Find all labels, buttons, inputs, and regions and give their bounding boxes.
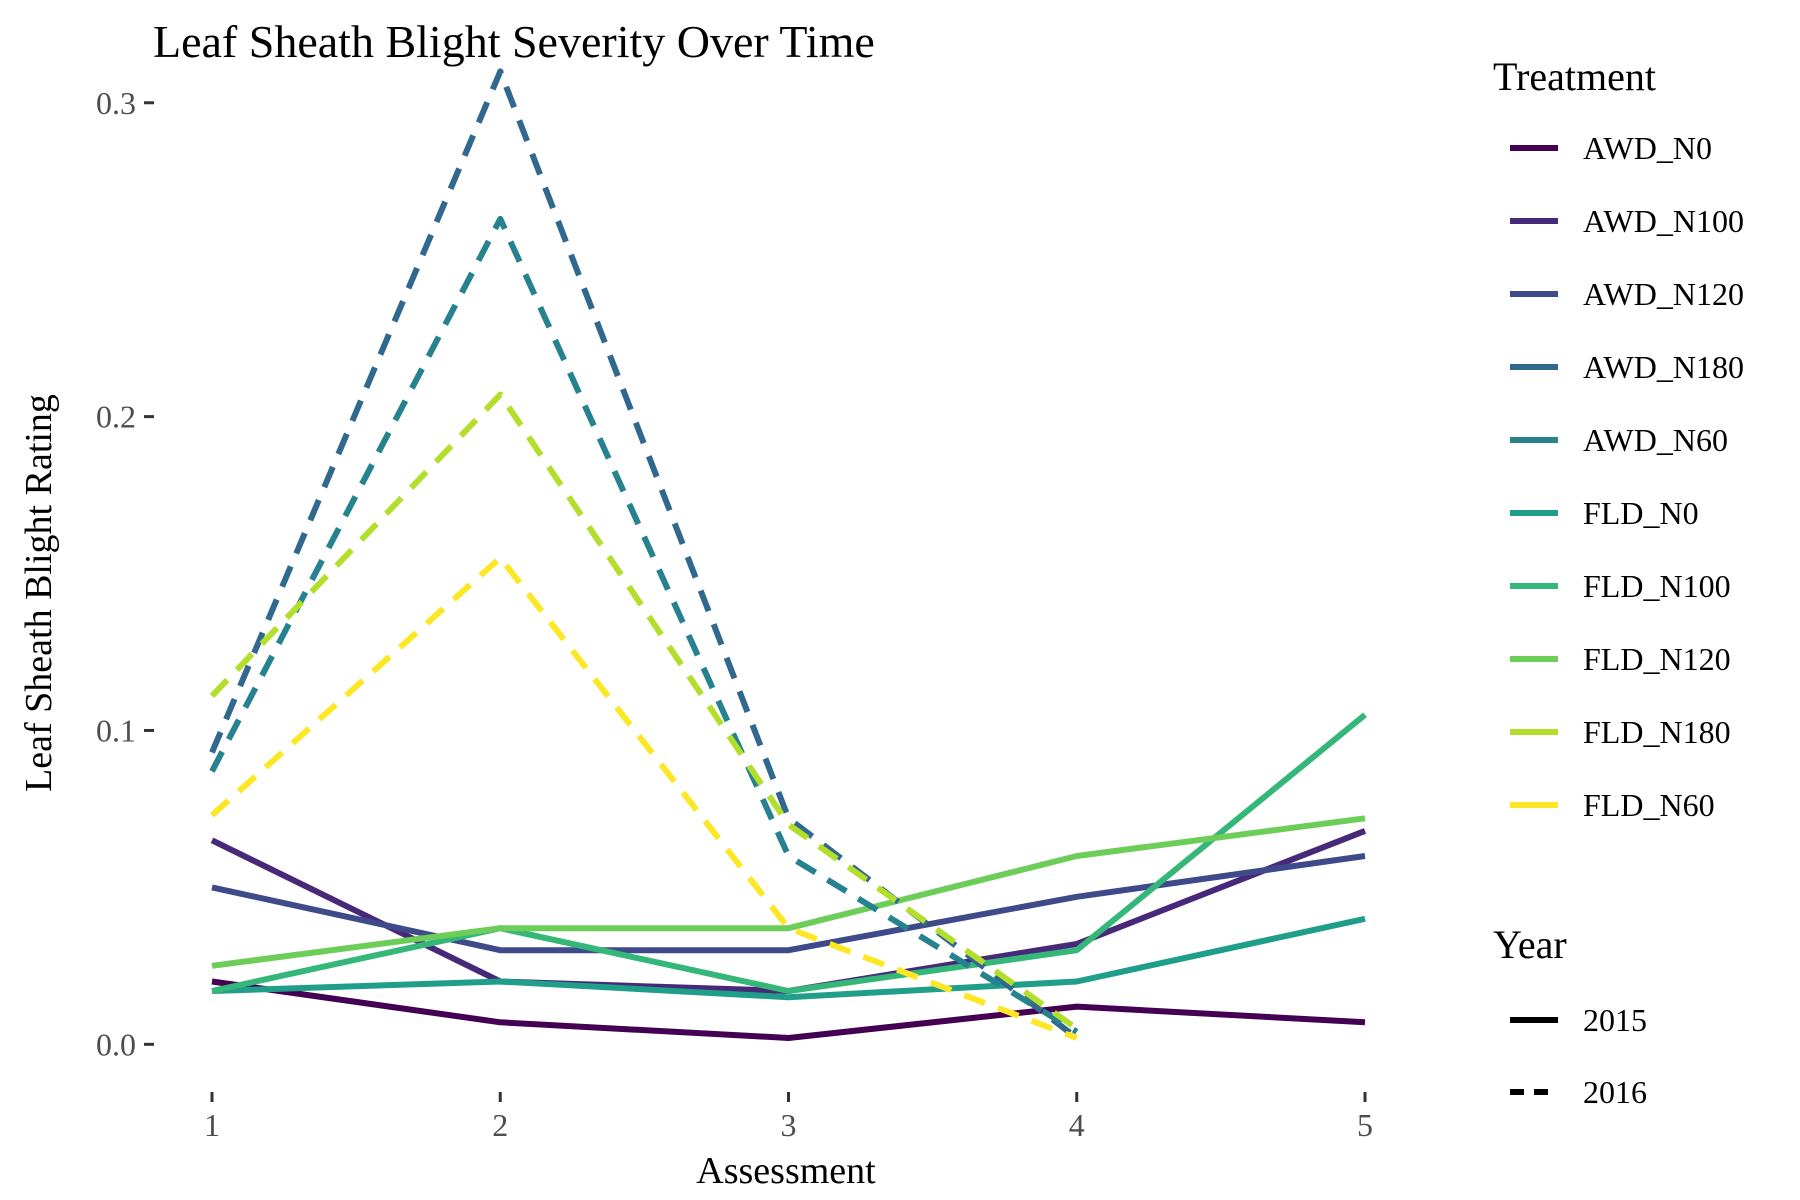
series-line-fld-n120-2015 — [211, 815, 1366, 969]
x-axis-title: Assessment — [696, 1150, 876, 1192]
series-line-fld-n0-2015 — [211, 915, 1366, 1001]
legend-label: AWD_N60 — [1583, 422, 1728, 458]
legend-label: 2016 — [1583, 1074, 1647, 1110]
legend-label: FLD_N120 — [1583, 641, 1731, 677]
plot-area — [209, 68, 1367, 1041]
x-tick-label: 4 — [1069, 1107, 1085, 1143]
y-tick-label: 0.3 — [96, 85, 136, 121]
series-line-fld-n100-2015 — [211, 712, 1367, 994]
legend-label: FLD_N60 — [1583, 787, 1715, 823]
series-line-awd-n0-2015 — [211, 978, 1366, 1041]
legend-label: AWD_N120 — [1583, 276, 1744, 312]
legend-label: AWD_N180 — [1583, 349, 1744, 385]
y-tick-label: 0.1 — [96, 712, 136, 748]
series-line-awd-n180-2016 — [209, 68, 1079, 1041]
legend-label: AWD_N0 — [1583, 130, 1712, 166]
y-tick-label: 0.2 — [96, 399, 136, 435]
y-axis-title: Leaf Sheath Blight Rating — [18, 394, 60, 792]
series-line-fld-n60-2016 — [210, 554, 1078, 1041]
legend-label: AWD_N100 — [1583, 203, 1744, 239]
axes: 0.0 0.1 0.2 0.3 1 2 3 4 5 — [96, 85, 1373, 1143]
legend-year-title: Year — [1493, 922, 1567, 967]
series-line-awd-n60-2016 — [209, 215, 1079, 1035]
legend-treatment-title: Treatment — [1493, 54, 1656, 99]
x-tick-label: 2 — [492, 1107, 508, 1143]
legend-label: FLD_N0 — [1583, 495, 1699, 531]
legend-label: FLD_N180 — [1583, 714, 1731, 750]
series-line-awd-n120-2015 — [211, 853, 1366, 954]
legend: Treatment Year AWD_N0 AWD_N100 AWD_N120 AWD… — [1493, 54, 1744, 1110]
y-tick-label: 0.0 — [96, 1026, 136, 1062]
legend-label: 2015 — [1583, 1002, 1647, 1038]
x-tick-label: 3 — [781, 1107, 797, 1143]
series-line-fld-n180-2016 — [209, 391, 1079, 1032]
chart-title: Leaf Sheath Blight Severity Over Time — [153, 16, 875, 67]
legend-label: FLD_N100 — [1583, 568, 1731, 604]
x-tick-label: 5 — [1357, 1107, 1373, 1143]
x-tick-label: 1 — [204, 1107, 220, 1143]
